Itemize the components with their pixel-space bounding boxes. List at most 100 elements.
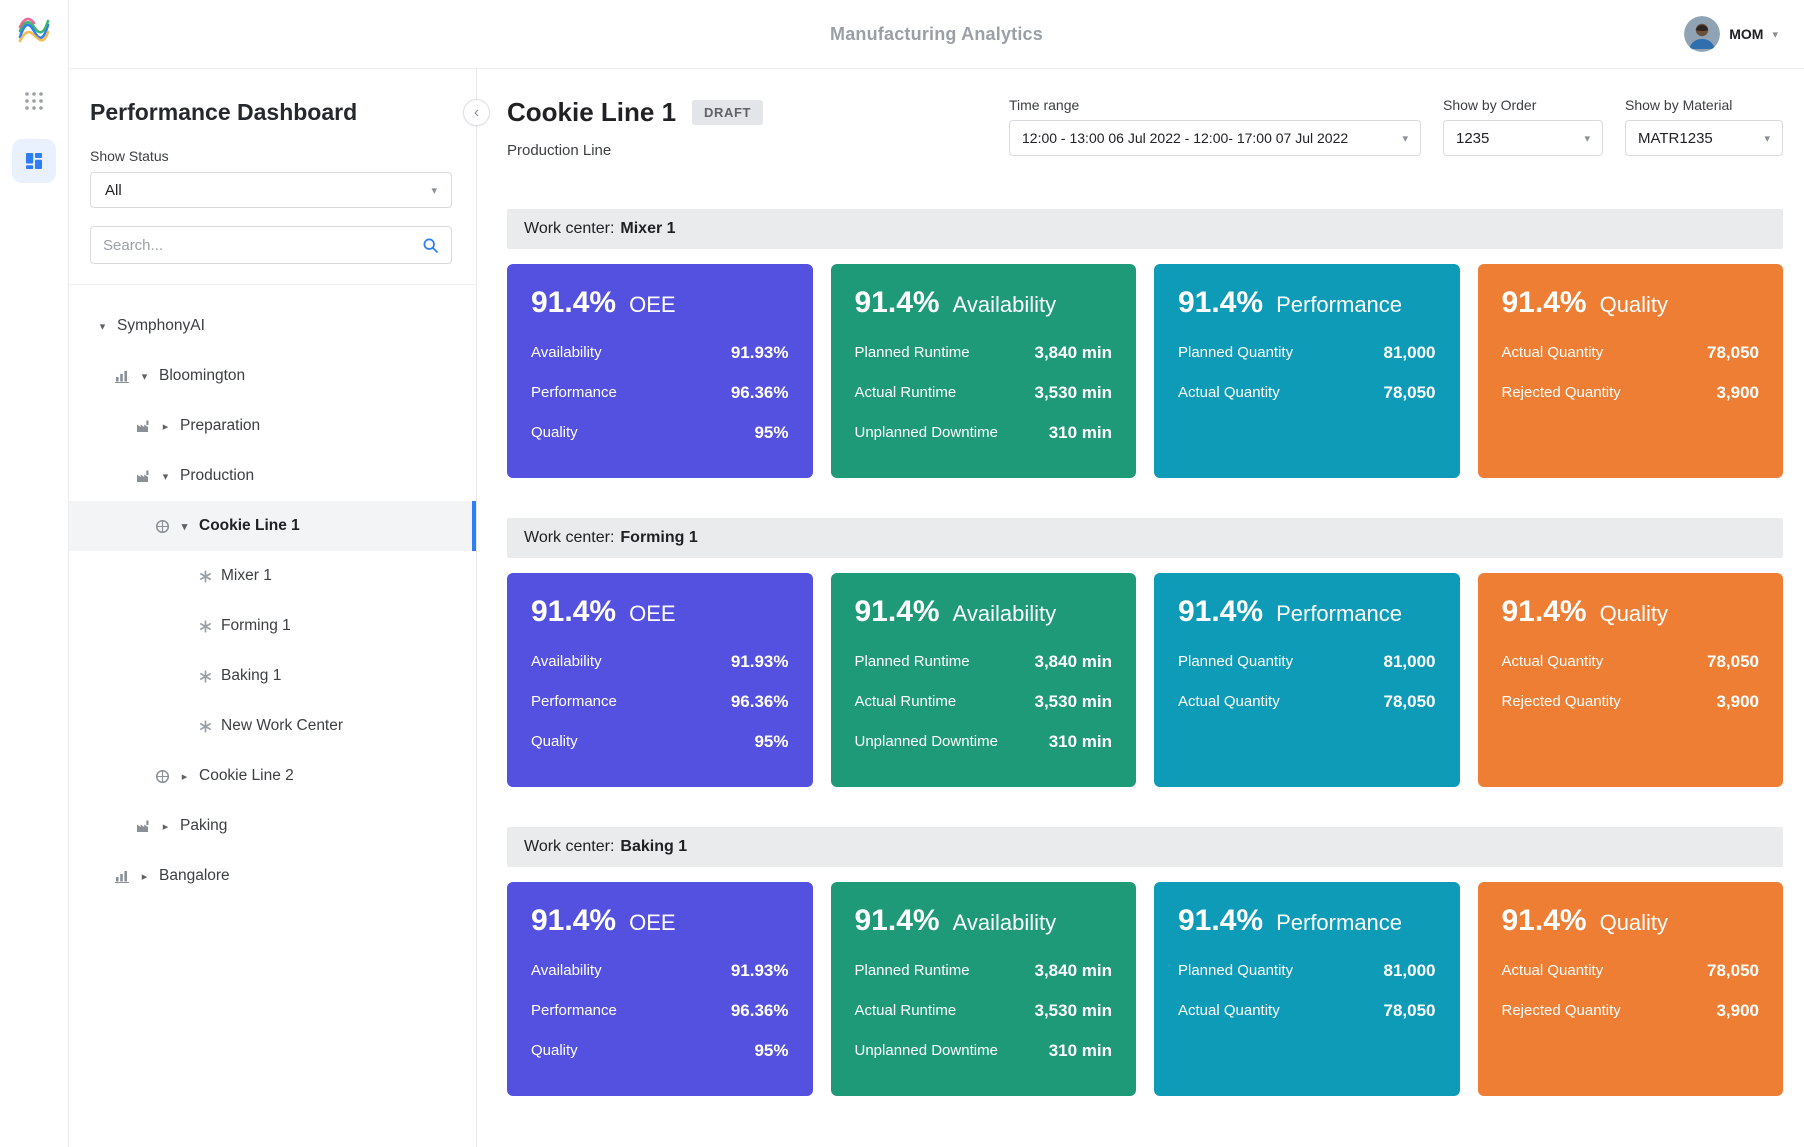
status-select-value: All: [105, 181, 122, 199]
metric-row: Actual Quantity 78,050: [1178, 691, 1436, 713]
main-content: Cookie Line 1 DRAFT Production Line Time…: [477, 69, 1804, 1147]
chevron-down-icon[interactable]: ▾: [162, 470, 169, 483]
page-title: Cookie Line 1: [507, 97, 677, 127]
chevron-down-icon: ▾: [431, 184, 437, 197]
tree-item-symphonyai[interactable]: ▾ SymphonyAI: [69, 301, 476, 351]
kpi-title: Performance: [1276, 292, 1403, 317]
metric-row: Quality 95%: [531, 1040, 789, 1062]
kpi-value: 91.4%: [1178, 286, 1264, 319]
symphonyai-logo[interactable]: [16, 14, 52, 51]
metric-label: Performance: [531, 693, 617, 710]
tree-item-label: Preparation: [180, 417, 261, 434]
metric-label: Actual Quantity: [1501, 653, 1604, 670]
metric-label: Planned Quantity: [1178, 962, 1294, 979]
metric-label: Actual Quantity: [1501, 962, 1604, 979]
hierarchy-tree: ▾ SymphonyAI ▾ Bloomington ▸ Preparation ▾ Prod…: [69, 285, 476, 901]
sidebar: Performance Dashboard Show Status All ▾: [69, 69, 477, 1147]
dashboard-icon[interactable]: [12, 139, 56, 183]
metric-label: Actual Runtime: [854, 1002, 957, 1019]
show-status-label: Show Status: [90, 148, 169, 164]
tree-item-label: New Work Center: [221, 717, 344, 734]
metric-row: Planned Quantity 81,000: [1178, 651, 1436, 673]
tree-item-production[interactable]: ▾ Production: [69, 451, 476, 501]
chevron-down-icon[interactable]: ▾: [181, 520, 188, 533]
metric-label: Performance: [531, 1002, 617, 1019]
app-title: Manufacturing Analytics: [830, 23, 1043, 44]
metric-row: Planned Runtime 3,840 min: [855, 960, 1113, 982]
tree-item-label: Bloomington: [159, 367, 246, 384]
kpi-cards: 91.4% OEE Availability 91.93% Performance 96.…: [507, 264, 1783, 478]
metric-value: 78,050: [1383, 692, 1436, 711]
apps-grid-icon[interactable]: [12, 79, 56, 123]
tree-item-forming-1[interactable]: Forming 1: [69, 601, 476, 651]
tree-item-baking-1[interactable]: Baking 1: [69, 651, 476, 701]
metric-row: Planned Runtime 3,840 min: [855, 651, 1113, 673]
metric-value: 96.36%: [730, 692, 789, 711]
performance-card: 91.4% Performance Planned Quantity 81,000 Ac…: [1154, 573, 1460, 787]
time-range-select[interactable]: 12:00 - 13:00 06 Jul 2022 - 12:00- 17:00…: [1009, 120, 1421, 156]
metric-row: Unplanned Downtime 310 min: [855, 422, 1113, 444]
machine-icon: [199, 619, 212, 633]
tree-item-bangalore[interactable]: ▸ Bangalore: [69, 851, 476, 901]
metric-value: 78,050: [1383, 1001, 1436, 1020]
material-label: Show by Material: [1625, 97, 1733, 113]
metric-row: Actual Runtime 3,530 min: [855, 1000, 1113, 1022]
metric-row: Availability 91.93%: [531, 651, 789, 673]
tree-item-cookie-line-1[interactable]: ▾ Cookie Line 1: [69, 501, 476, 551]
chevron-right-icon[interactable]: ▸: [162, 820, 169, 833]
kpi-value: 91.4%: [1178, 904, 1264, 937]
tree-item-cookie-line-2[interactable]: ▸ Cookie Line 2: [69, 751, 476, 801]
metric-row: Planned Quantity 81,000: [1178, 960, 1436, 982]
tree-item-mixer-1[interactable]: Mixer 1: [69, 551, 476, 601]
machine-icon: [199, 719, 212, 733]
chevron-right-icon[interactable]: ▸: [141, 870, 148, 883]
status-select[interactable]: All ▾: [90, 172, 452, 208]
metric-row: Performance 96.36%: [531, 1000, 789, 1022]
availability-card: 91.4% Availability Planned Runtime 3,840 mi…: [830, 573, 1136, 787]
metric-label: Performance: [531, 384, 617, 401]
kpi-value: 91.4%: [1501, 595, 1587, 628]
sidebar-title: Performance Dashboard: [90, 99, 358, 125]
availability-card: 91.4% Availability Planned Runtime 3,840 mi…: [830, 264, 1136, 478]
tree-item-paking[interactable]: ▸ Paking: [69, 801, 476, 851]
metric-label: Planned Quantity: [1178, 653, 1294, 670]
sidebar-collapse-button[interactable]: ‹: [463, 99, 490, 126]
tree-item-bloomington[interactable]: ▾ Bloomington: [69, 351, 476, 401]
metric-row: Actual Quantity 78,050: [1502, 651, 1760, 673]
metric-row: Rejected Quantity 3,900: [1502, 382, 1760, 404]
metric-value: 95%: [754, 1041, 789, 1060]
time-range-label: Time range: [1009, 97, 1080, 113]
work-center-label: Work center:: [524, 529, 615, 546]
page-subtitle: Production Line: [507, 142, 612, 159]
metric-value: 96.36%: [730, 1001, 789, 1020]
time-range-value: 12:00 - 13:00 06 Jul 2022 - 12:00- 17:00…: [1022, 130, 1349, 146]
metric-row: Actual Quantity 78,050: [1178, 382, 1436, 404]
metric-value: 81,000: [1383, 961, 1436, 980]
icon-rail: [0, 0, 69, 1147]
chevron-right-icon[interactable]: ▸: [162, 420, 169, 433]
tree-item-label: Paking: [180, 817, 228, 834]
chevron-down-icon[interactable]: ▾: [99, 320, 106, 333]
material-filter: Show by Material MATR1235 ▾: [1625, 97, 1783, 156]
chevron-down-icon[interactable]: ▾: [141, 370, 148, 383]
work-center-name: Forming 1: [620, 529, 698, 546]
kpi-title: Quality: [1599, 910, 1669, 935]
quality-card: 91.4% Quality Actual Quantity 78,050 Rejecte…: [1477, 264, 1783, 478]
bar-chart-icon: [115, 370, 130, 383]
order-filter: Show by Order 1235 ▾: [1443, 97, 1603, 156]
search-input[interactable]: [103, 236, 414, 254]
metric-label: Planned Quantity: [1178, 344, 1294, 361]
order-select[interactable]: 1235 ▾: [1443, 120, 1603, 156]
user-menu[interactable]: MOM ▾: [1684, 16, 1778, 52]
metric-value: 3,840 min: [1034, 961, 1113, 980]
kpi-title: Availability: [952, 910, 1057, 935]
metric-value: 91.93%: [730, 961, 789, 980]
metric-value: 310 min: [1048, 1041, 1112, 1060]
kpi-value: 91.4%: [531, 286, 617, 319]
metric-row: Unplanned Downtime 310 min: [855, 1040, 1113, 1062]
tree-item-new-work-center[interactable]: New Work Center: [69, 701, 476, 751]
tree-item-preparation[interactable]: ▸ Preparation: [69, 401, 476, 451]
material-select[interactable]: MATR1235 ▾: [1625, 120, 1783, 156]
chevron-right-icon[interactable]: ▸: [181, 770, 188, 783]
search-icon[interactable]: [422, 237, 439, 254]
